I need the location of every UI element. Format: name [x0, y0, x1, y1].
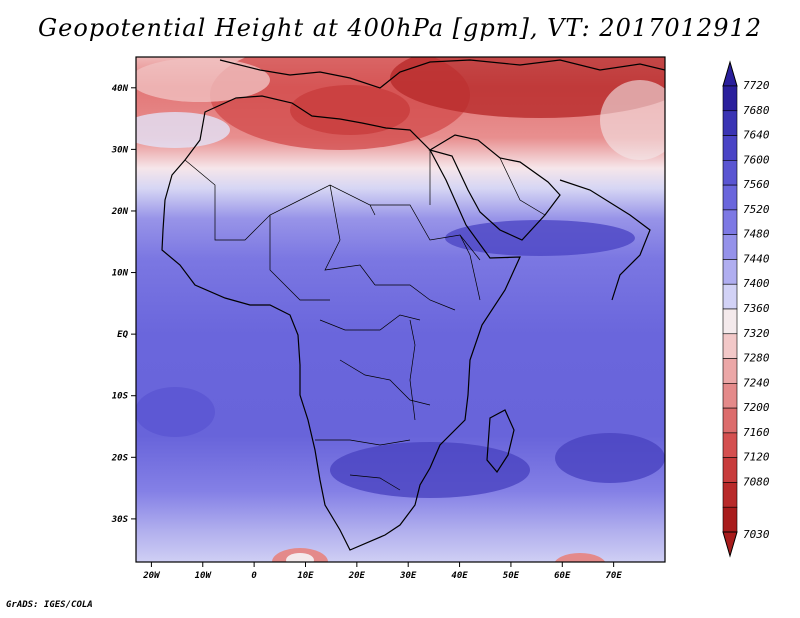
- colorbar-swatch: [722, 457, 738, 483]
- colorbar-swatch: [722, 110, 738, 136]
- colorbar-swatch: [722, 234, 738, 260]
- colorbar-level-label: 7480: [743, 228, 770, 241]
- colorbar-level-label: 7030: [743, 528, 770, 541]
- colorbar-swatch: [722, 135, 738, 161]
- longitude-axis: 20W 10W 0 10E 20E 30E 40E 50E 60E 70E: [142, 562, 622, 581]
- lon-tick-label: 20W: [142, 571, 161, 581]
- colorbar-level-label: 7560: [743, 178, 770, 191]
- colorbar-swatch: [722, 209, 738, 235]
- lat-tick-label: 20N: [111, 207, 129, 217]
- colorbar-level-label: 7200: [743, 401, 770, 414]
- colorbar-level-label: 7720: [743, 79, 770, 92]
- colorbar-max-arrow: [722, 60, 738, 87]
- colorbar: 7720 7680 7640 7600 7560 7520 7480 7440 7400 7360…: [722, 60, 770, 558]
- colorbar-level-label: 7160: [743, 426, 770, 439]
- lat-tick-label: 30N: [111, 145, 129, 155]
- lon-tick-label: 40E: [451, 571, 468, 581]
- lon-tick-label: 60E: [554, 571, 571, 581]
- colorbar-level-label: 7320: [743, 327, 770, 340]
- lat-tick-label: EQ: [117, 330, 128, 340]
- colorbar-swatch: [722, 160, 738, 186]
- colorbar-swatch: [722, 358, 738, 384]
- colorbar-swatch: [722, 432, 738, 458]
- colorbar-level-label: 7360: [743, 302, 770, 315]
- colorbar-min-arrow: [722, 531, 738, 558]
- colorbar-swatch: [722, 85, 738, 112]
- colorbar-swatch: [722, 184, 738, 211]
- colorbar-level-label: 7520: [743, 203, 770, 216]
- lat-tick-label: 40N: [112, 84, 129, 94]
- colorbar-swatch: [722, 482, 738, 508]
- colorbar-level-label: 7680: [743, 104, 770, 117]
- colorbar-swatch: [722, 407, 738, 434]
- colorbar-level-label: 7120: [743, 451, 770, 464]
- lon-tick-label: 50E: [503, 571, 520, 581]
- colorbar-swatch: [722, 333, 738, 359]
- lat-tick-label: 30S: [111, 515, 129, 525]
- colorbar-level-label: 7080: [743, 475, 770, 488]
- coastlines: [161, 59, 665, 551]
- map-frame: [135, 56, 666, 563]
- latitude-axis: 40N 30N 20N 10N EQ 10S 20S 30S: [111, 84, 136, 525]
- country-borders: [184, 150, 546, 491]
- lon-tick-label: 10W: [195, 571, 213, 581]
- colorbar-level-label: 7640: [743, 129, 770, 142]
- colorbar-level-label: 7600: [743, 153, 770, 166]
- lon-tick-label: 0: [251, 571, 257, 581]
- lon-tick-label: 70E: [606, 571, 623, 581]
- colorbar-swatch: [722, 506, 738, 533]
- map-title: Geopotential Height at 400hPa [gpm], VT:…: [38, 14, 762, 42]
- colorbar-level-label: 7400: [743, 277, 770, 290]
- colorbar-swatch: [722, 283, 738, 310]
- lat-tick-label: 10S: [112, 392, 129, 402]
- lat-tick-label: 20S: [111, 453, 129, 463]
- colorbar-level-label: 7240: [743, 376, 770, 389]
- lat-tick-label: 10N: [112, 269, 129, 279]
- grads-credit: GrADS: IGES/COLA: [6, 600, 93, 610]
- colorbar-swatch: [722, 308, 738, 335]
- colorbar-swatch: [722, 259, 738, 285]
- lon-tick-label: 10E: [297, 571, 314, 581]
- colorbar-level-label: 7280: [743, 352, 770, 365]
- lon-tick-label: 20E: [348, 571, 366, 581]
- lon-tick-label: 30E: [399, 571, 417, 581]
- colorbar-level-label: 7440: [743, 252, 770, 265]
- colorbar-swatch: [722, 383, 738, 409]
- height-field: [136, 57, 665, 562]
